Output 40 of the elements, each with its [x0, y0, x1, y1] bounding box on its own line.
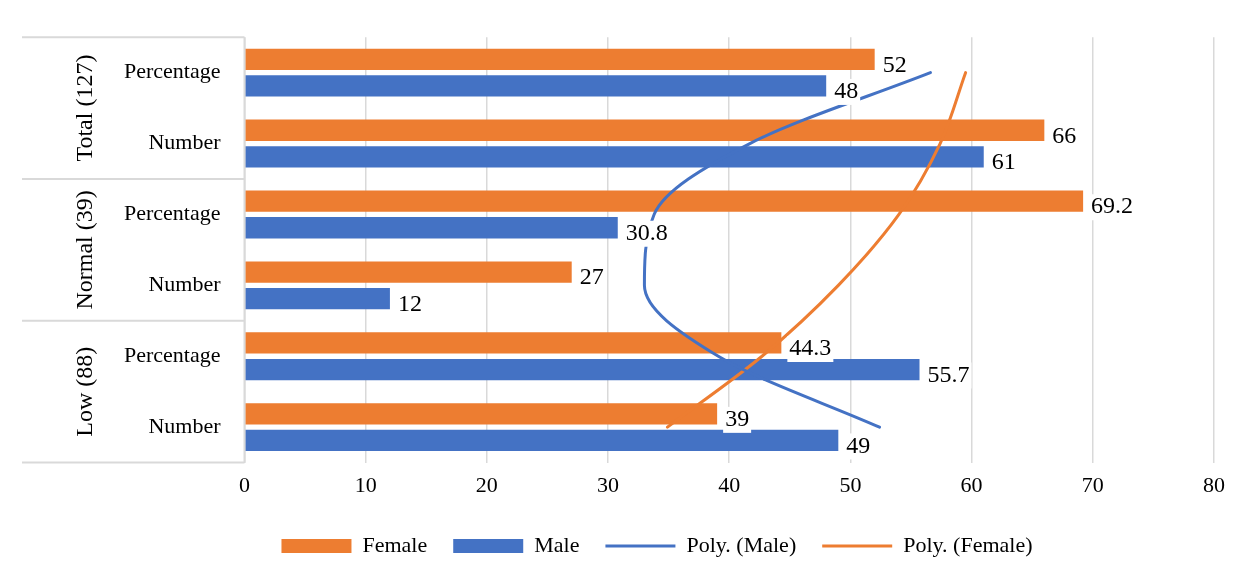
- bar: [245, 288, 390, 310]
- data-label: 61: [991, 148, 1016, 175]
- x-tick-label: 30: [597, 471, 620, 497]
- legend-label: Female: [362, 531, 428, 557]
- data-label: 44.3: [789, 334, 832, 361]
- data-label: 27: [579, 263, 604, 290]
- y-tick-label: Number: [148, 271, 222, 297]
- data-label: 55.7: [927, 360, 970, 387]
- data-label: 30.8: [625, 219, 668, 246]
- y-tick-label: Percentage: [124, 200, 221, 226]
- data-label: 48: [834, 77, 859, 104]
- data-label: 49: [846, 431, 871, 458]
- x-tick-label: 80: [1203, 471, 1225, 497]
- y-tick-label: Number: [148, 412, 222, 438]
- bar: [245, 48, 875, 70]
- x-tick-label: 70: [1081, 471, 1104, 497]
- data-label: 66: [1052, 121, 1077, 148]
- legend-label: Poly. (Male): [686, 531, 797, 557]
- y-tick-label: Number: [148, 129, 222, 155]
- bar: [245, 429, 839, 452]
- x-tick-label: 10: [354, 471, 377, 497]
- y-tick-label: Percentage: [124, 342, 221, 368]
- legend-label: Poly. (Female): [903, 531, 1033, 557]
- x-tick-label: 40: [718, 471, 741, 497]
- data-label: 12: [397, 289, 422, 316]
- data-label: 52: [882, 50, 907, 77]
- x-tick-label: 50: [839, 471, 862, 497]
- text: Normal (39): [71, 190, 98, 310]
- data-label: 39: [725, 405, 750, 432]
- text: Total (127): [71, 54, 98, 162]
- x-tick-label: 20: [475, 471, 498, 497]
- x-tick-label: 0: [239, 471, 250, 497]
- y-tick-label: Percentage: [124, 58, 221, 84]
- legend-label: Male: [534, 531, 580, 557]
- bar: [245, 217, 618, 239]
- text: Low (88): [71, 346, 98, 437]
- data-label: 69.2: [1091, 192, 1134, 219]
- bar: [245, 75, 827, 97]
- x-tick-label: 60: [960, 471, 983, 497]
- bar: [245, 261, 572, 283]
